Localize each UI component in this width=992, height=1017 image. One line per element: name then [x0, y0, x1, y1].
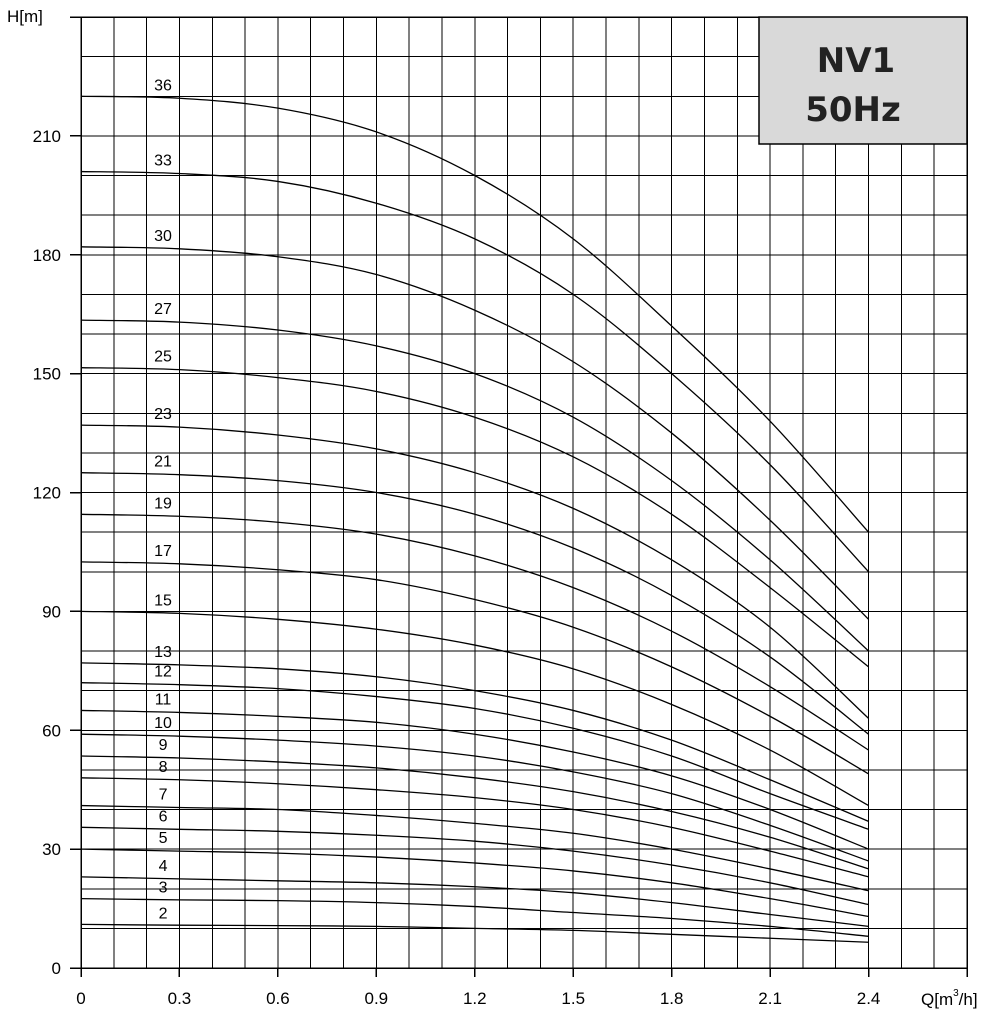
curve-label-19: 19	[154, 495, 172, 512]
curve-stage-4	[80, 876, 869, 928]
y-tick-label: 90	[42, 602, 61, 621]
curve-label-27: 27	[154, 301, 172, 318]
y-tick-label: 120	[33, 484, 61, 503]
curve-stage-3	[80, 898, 869, 937]
curve-label-8: 8	[159, 759, 168, 776]
curve-stage-19	[80, 513, 869, 751]
curve-stage-11	[80, 709, 869, 850]
curve-label-30: 30	[154, 228, 172, 245]
curve-labels: 36 33 30 27 25 23 21 19 17 15 13 12 11 10 9 8 7 6 5 4 3 2	[154, 77, 172, 922]
y-tick-label: 150	[33, 365, 61, 384]
curve-label-33: 33	[154, 153, 172, 170]
curve-label-5: 5	[159, 830, 168, 847]
x-tick-label: 0.6	[266, 989, 290, 1008]
x-tick-label: 0.9	[365, 989, 389, 1008]
curve-stage-9	[80, 755, 869, 870]
x-tick-label: 0.3	[168, 989, 192, 1008]
x-tick-label: 1.2	[463, 989, 487, 1008]
title-box-model: NV1	[817, 41, 895, 81]
y-tick-label: 60	[42, 721, 61, 740]
x-tick-label: 1.8	[660, 989, 684, 1008]
curve-label-15: 15	[154, 592, 172, 609]
curve-label-10: 10	[154, 715, 172, 732]
x-tick-label: 0	[76, 989, 85, 1008]
title-box-frequency: 50Hz	[805, 90, 901, 130]
curve-stage-13	[80, 662, 869, 822]
x-tick-label: 1.5	[561, 989, 585, 1008]
title-box: NV1 50Hz	[758, 16, 968, 145]
curve-stage-27	[80, 319, 870, 652]
curve-label-6: 6	[159, 808, 168, 825]
curve-stage-33	[80, 170, 870, 573]
curve-stage-8	[80, 777, 869, 878]
axes: 0 0.3 0.6 0.9 1.2 1.5 1.8 2.1 2.4 0 30 60 90 120 150 18…	[33, 16, 968, 1008]
curve-label-7: 7	[159, 787, 168, 804]
y-tick-label: 30	[42, 840, 61, 859]
curve-stage-30	[80, 246, 870, 620]
curve-stage-7	[80, 804, 869, 892]
curves	[80, 95, 870, 943]
curve-stage-5	[80, 848, 869, 918]
curve-label-36: 36	[154, 77, 172, 94]
curve-stage-17	[80, 561, 869, 775]
curve-label-2: 2	[159, 905, 168, 922]
curve-stage-15	[80, 610, 869, 807]
curve-label-9: 9	[159, 737, 168, 754]
curve-label-11: 11	[155, 691, 172, 708]
curve-label-4: 4	[159, 858, 168, 875]
curve-stage-21	[80, 472, 869, 735]
curve-label-25: 25	[154, 349, 172, 366]
x-tick-label: 2.4	[857, 989, 881, 1008]
y-tick-label: 210	[33, 127, 61, 146]
curve-stage-10	[80, 733, 869, 862]
x-axis-label-main: Q[m	[921, 990, 953, 1009]
curve-label-23: 23	[154, 406, 172, 423]
curve-stage-25	[80, 367, 869, 668]
curve-label-12: 12	[154, 664, 172, 681]
y-tick-label: 180	[33, 246, 61, 265]
y-tick-label: 0	[52, 959, 61, 978]
x-axis-label: Q[m3/h]	[921, 988, 978, 1009]
y-axis-label: H[m]	[7, 7, 43, 26]
curve-label-3: 3	[159, 880, 168, 897]
curve-label-21: 21	[154, 454, 172, 471]
curve-stage-36	[80, 95, 870, 533]
title-box-background	[758, 16, 968, 145]
x-tick-label: 2.1	[758, 989, 782, 1008]
x-axis-label-sup: 3	[953, 988, 959, 999]
curve-stage-6	[80, 826, 869, 906]
curve-label-17: 17	[154, 543, 172, 560]
curve-stage-23	[80, 424, 870, 719]
curve-label-13: 13	[154, 644, 172, 661]
curve-stage-12	[80, 682, 869, 830]
curve-stage-2	[80, 923, 869, 943]
x-axis-label-tail: /h]	[959, 990, 978, 1009]
